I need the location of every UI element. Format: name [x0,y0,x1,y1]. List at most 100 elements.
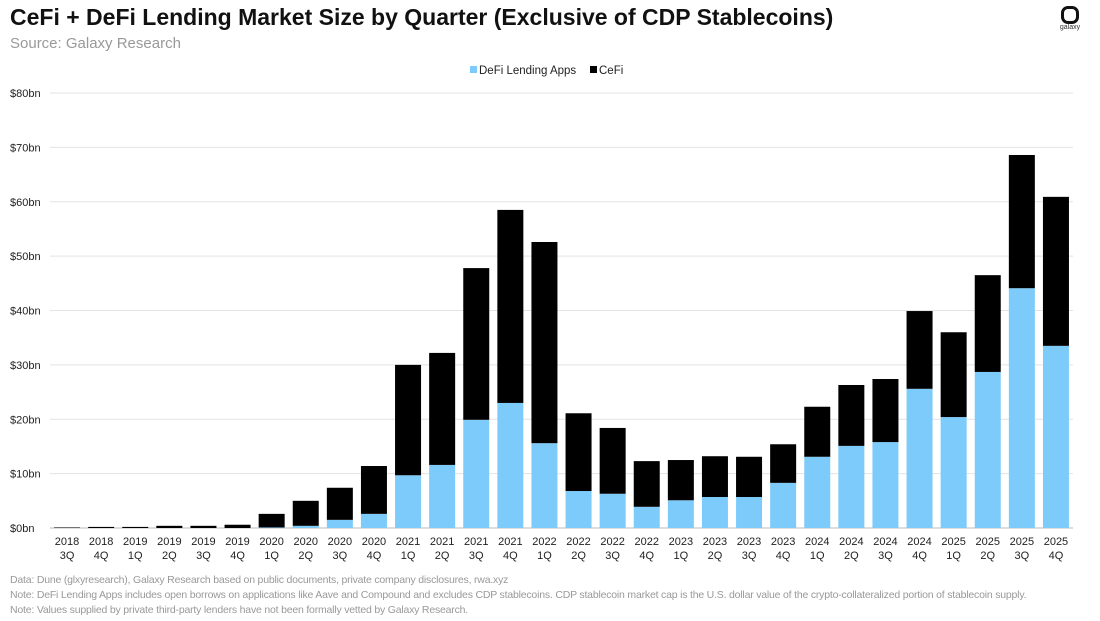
x-tick-year: 2025 [1044,536,1068,548]
bar-cefi [258,513,285,528]
x-tick-quarter: 2Q [980,550,995,562]
bar-cefi [463,268,490,420]
bar-cefi [1042,196,1069,346]
chart-subtitle: Source: Galaxy Research [10,35,181,52]
x-tick-year: 2023 [737,536,761,548]
bar-defi [633,506,660,528]
bar-defi [565,491,592,528]
bar-cefi [701,456,728,498]
x-tick-quarter: 4Q [1049,550,1064,562]
x-tick-year: 2020 [294,536,318,548]
note-defi: Note: DeFi Lending Apps includes open bo… [10,589,1027,601]
x-tick-quarter: 4Q [367,550,382,562]
bar-cefi [804,406,831,457]
x-tick-quarter: 4Q [503,550,518,562]
bar-defi [258,527,285,528]
bar-cefi [906,311,933,389]
y-tick-label: $20bn [10,414,41,426]
bar-cefi [292,500,319,526]
bar-defi [292,525,319,528]
stacked-bar-chart: $0bn $10bn $20bn $30bn $40bn $50bn $60bn $70bn $… [10,65,1073,562]
x-tick-year: 2023 [703,536,727,548]
y-tick-label: $0bn [10,523,34,535]
bar-defi [804,456,831,528]
y-tick-label: $40bn [10,306,41,318]
bar-cefi [974,275,1001,372]
x-tick-quarter: 3Q [878,550,893,562]
x-tick-year: 2019 [157,536,181,548]
x-tick-quarter: 1Q [264,550,279,562]
bar-cefi [54,527,81,528]
bar-defi [872,442,899,528]
x-tick-year: 2023 [771,536,795,548]
x-tick-year: 2024 [839,536,863,548]
x-tick-year: 2018 [89,536,113,548]
x-tick-quarter: 2Q [435,550,450,562]
x-tick-year: 2025 [1010,536,1034,548]
y-tick-label: $30bn [10,360,41,372]
bar-defi [736,497,763,528]
x-tick-year: 2023 [669,536,693,548]
legend-swatch [590,66,597,73]
x-tick-year: 2019 [225,536,249,548]
bar-cefi [326,487,353,520]
x-tick-year: 2025 [976,536,1000,548]
x-tick-year: 2022 [635,536,659,548]
x-tick-quarter: 1Q [401,550,416,562]
x-tick-quarter: 2Q [162,550,177,562]
x-tick-quarter: 1Q [946,550,961,562]
y-tick-label: $50bn [10,251,41,263]
bar-defi [701,497,728,528]
x-tick-quarter: 1Q [128,550,143,562]
x-tick-quarter: 2Q [571,550,586,562]
x-tick-year: 2022 [532,536,556,548]
x-tick-year: 2018 [55,536,79,548]
bar-cefi [599,427,626,494]
bar-cefi [156,525,183,528]
bar-defi [838,445,865,528]
legend-swatch [470,66,477,73]
bar-cefi [736,456,763,498]
bar-defi [667,500,694,528]
x-tick-quarter: 3Q [196,550,211,562]
bar-defi [531,443,558,528]
y-tick-label: $60bn [10,197,41,209]
bar-cefi [395,364,422,476]
bar-cefi [770,444,797,483]
x-tick-year: 2021 [464,536,488,548]
x-tick-quarter: 4Q [776,550,791,562]
bar-defi [1008,288,1035,528]
chart-title: CeFi + DeFi Lending Market Size by Quart… [10,4,834,30]
x-tick-year: 2024 [907,536,931,548]
x-tick-quarter: 1Q [810,550,825,562]
x-tick-year: 2020 [259,536,283,548]
legend-label: DeFi Lending Apps [479,65,576,77]
bar-defi [326,519,353,528]
bar-defi [770,482,797,528]
bar-cefi [633,461,660,507]
bar-defi [974,371,1001,528]
footnotes: Data: Dune (glxyresearch), Galaxy Resear… [10,573,1027,618]
x-tick-year: 2019 [191,536,215,548]
x-tick-year: 2020 [328,536,352,548]
legend-label: CeFi [599,65,623,77]
x-tick-year: 2022 [600,536,624,548]
x-tick-year: 2024 [873,536,897,548]
bar-cefi [872,379,899,443]
bar-cefi [190,525,217,528]
x-tick-year: 2019 [123,536,147,548]
x-tick-year: 2021 [430,536,454,548]
x-tick-quarter: 2Q [844,550,859,562]
bar-defi [940,417,967,528]
bar-cefi [497,209,524,403]
x-tick-quarter: 3Q [469,550,484,562]
x-tick-year: 2021 [396,536,420,548]
x-tick-year: 2020 [362,536,386,548]
x-tick-year: 2025 [941,536,965,548]
bar-cefi [667,460,694,501]
bar-cefi [360,466,387,514]
x-tick-year: 2021 [498,536,522,548]
bar-defi [1042,345,1069,528]
x-tick-quarter: 3Q [742,550,757,562]
